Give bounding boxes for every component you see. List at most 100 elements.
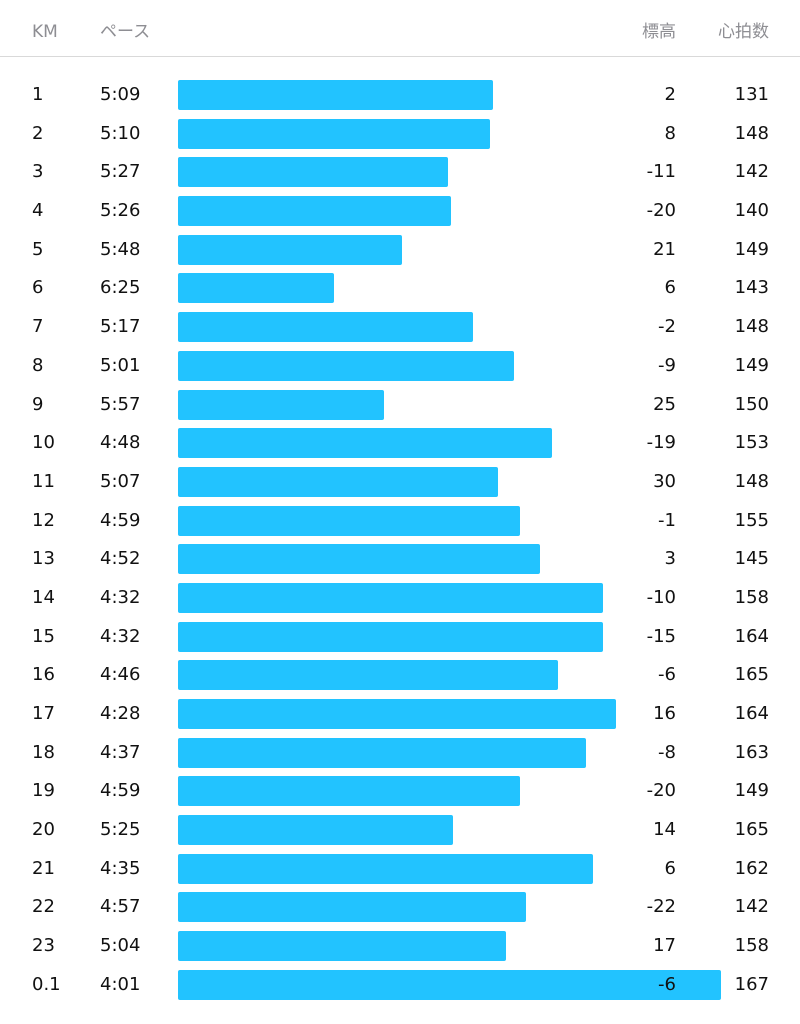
split-heart-rate: 162 xyxy=(734,857,769,879)
split-heart-rate: 140 xyxy=(734,200,769,222)
split-pace: 5:48 xyxy=(100,238,141,260)
split-heart-rate: 164 xyxy=(734,703,769,724)
split-row: 7 5:17 -2 148 xyxy=(0,308,800,347)
split-row: 6 6:25 6 143 xyxy=(0,269,800,308)
split-km: 13 xyxy=(32,548,55,570)
split-elevation: 14 xyxy=(653,819,676,841)
split-row: 23 5:04 17 158 xyxy=(0,927,800,966)
split-elevation: -9 xyxy=(658,354,676,376)
pace-bar xyxy=(178,273,334,304)
split-heart-rate: 149 xyxy=(734,238,769,260)
header-km: KM xyxy=(32,22,58,42)
split-pace: 4:35 xyxy=(100,857,141,879)
split-km: 21 xyxy=(32,857,55,879)
pace-bar xyxy=(178,660,558,691)
header-elevation: 標高 xyxy=(642,22,676,42)
split-elevation: -6 xyxy=(658,973,676,995)
split-elevation: -19 xyxy=(646,432,676,454)
pace-bar xyxy=(178,853,593,884)
split-elevation: -20 xyxy=(646,200,676,222)
split-pace: 5:10 xyxy=(100,122,141,144)
split-elevation: 30 xyxy=(653,470,676,492)
split-heart-rate: 148 xyxy=(734,122,769,144)
split-heart-rate: 150 xyxy=(734,393,769,415)
pace-bar xyxy=(178,157,449,188)
pace-bar xyxy=(178,196,451,227)
split-elevation: -6 xyxy=(658,664,676,686)
split-pace: 5:07 xyxy=(100,470,141,492)
split-km: 17 xyxy=(32,703,55,724)
split-heart-rate: 142 xyxy=(734,896,769,918)
split-heart-rate: 149 xyxy=(734,780,769,802)
split-pace: 4:32 xyxy=(100,625,141,647)
split-km: 6 xyxy=(32,277,44,299)
split-km: 19 xyxy=(32,780,55,802)
pace-bar xyxy=(178,428,552,459)
split-row: 21 4:35 6 162 xyxy=(0,850,800,889)
split-pace: 4:59 xyxy=(100,780,141,802)
split-elevation: -8 xyxy=(658,741,676,763)
pace-bar xyxy=(178,621,603,652)
split-elevation: 21 xyxy=(653,238,676,260)
split-row: 2 5:10 8 148 xyxy=(0,115,800,154)
pace-bar xyxy=(178,582,603,613)
pace-bar xyxy=(178,931,507,962)
split-pace: 4:32 xyxy=(100,586,141,608)
split-elevation: 6 xyxy=(664,277,676,299)
split-elevation: -2 xyxy=(658,316,676,338)
split-pace: 5:25 xyxy=(100,819,141,841)
split-elevation: -15 xyxy=(646,625,676,647)
split-row: 17 4:28 16 164 xyxy=(0,695,800,734)
split-pace: 4:52 xyxy=(100,548,141,570)
split-km: 8 xyxy=(32,354,44,376)
split-km: 2 xyxy=(32,122,44,144)
split-heart-rate: 142 xyxy=(734,161,769,183)
split-km: 11 xyxy=(32,470,55,492)
split-heart-rate: 164 xyxy=(734,625,769,647)
split-elevation: -11 xyxy=(646,161,676,183)
split-elevation: -10 xyxy=(646,586,676,608)
split-elevation: 3 xyxy=(664,548,676,570)
split-elevation: 25 xyxy=(653,393,676,415)
split-km: 22 xyxy=(32,896,55,918)
split-km: 1 xyxy=(32,84,44,105)
split-km: 16 xyxy=(32,664,55,686)
split-heart-rate: 148 xyxy=(734,470,769,492)
split-heart-rate: 158 xyxy=(734,935,769,957)
split-row: 18 4:37 -8 163 xyxy=(0,734,800,773)
split-km: 23 xyxy=(32,935,55,957)
split-row: 12 4:59 -1 155 xyxy=(0,502,800,541)
split-pace: 4:28 xyxy=(100,703,141,724)
split-pace: 4:01 xyxy=(100,973,141,995)
split-heart-rate: 165 xyxy=(734,819,769,841)
split-km: 9 xyxy=(32,393,44,415)
split-pace: 5:57 xyxy=(100,393,141,415)
split-pace: 5:27 xyxy=(100,161,141,183)
split-heart-rate: 163 xyxy=(734,741,769,763)
split-km: 10 xyxy=(32,432,55,454)
split-heart-rate: 165 xyxy=(734,664,769,686)
pace-bar xyxy=(178,312,473,343)
split-km: 7 xyxy=(32,316,44,338)
split-km: 0.1 xyxy=(32,973,61,995)
split-pace: 5:26 xyxy=(100,200,141,222)
split-elevation: 6 xyxy=(664,857,676,879)
split-row: 1 5:09 2 131 xyxy=(0,76,800,115)
split-heart-rate: 131 xyxy=(734,84,769,105)
split-pace: 4:59 xyxy=(100,509,141,531)
pace-bar xyxy=(178,737,587,768)
split-km: 5 xyxy=(32,238,44,260)
split-pace: 5:17 xyxy=(100,316,141,338)
pace-bar xyxy=(178,776,520,807)
split-km: 20 xyxy=(32,819,55,841)
split-row: 22 4:57 -22 142 xyxy=(0,888,800,927)
split-row: 16 4:46 -6 165 xyxy=(0,656,800,695)
header-pace: ペース xyxy=(100,22,151,42)
split-heart-rate: 155 xyxy=(734,509,769,531)
split-row: 3 5:27 -11 142 xyxy=(0,153,800,192)
split-elevation: 2 xyxy=(664,84,676,105)
split-heart-rate: 148 xyxy=(734,316,769,338)
split-pace: 6:25 xyxy=(100,277,141,299)
split-km: 15 xyxy=(32,625,55,647)
pace-bar xyxy=(178,118,491,149)
